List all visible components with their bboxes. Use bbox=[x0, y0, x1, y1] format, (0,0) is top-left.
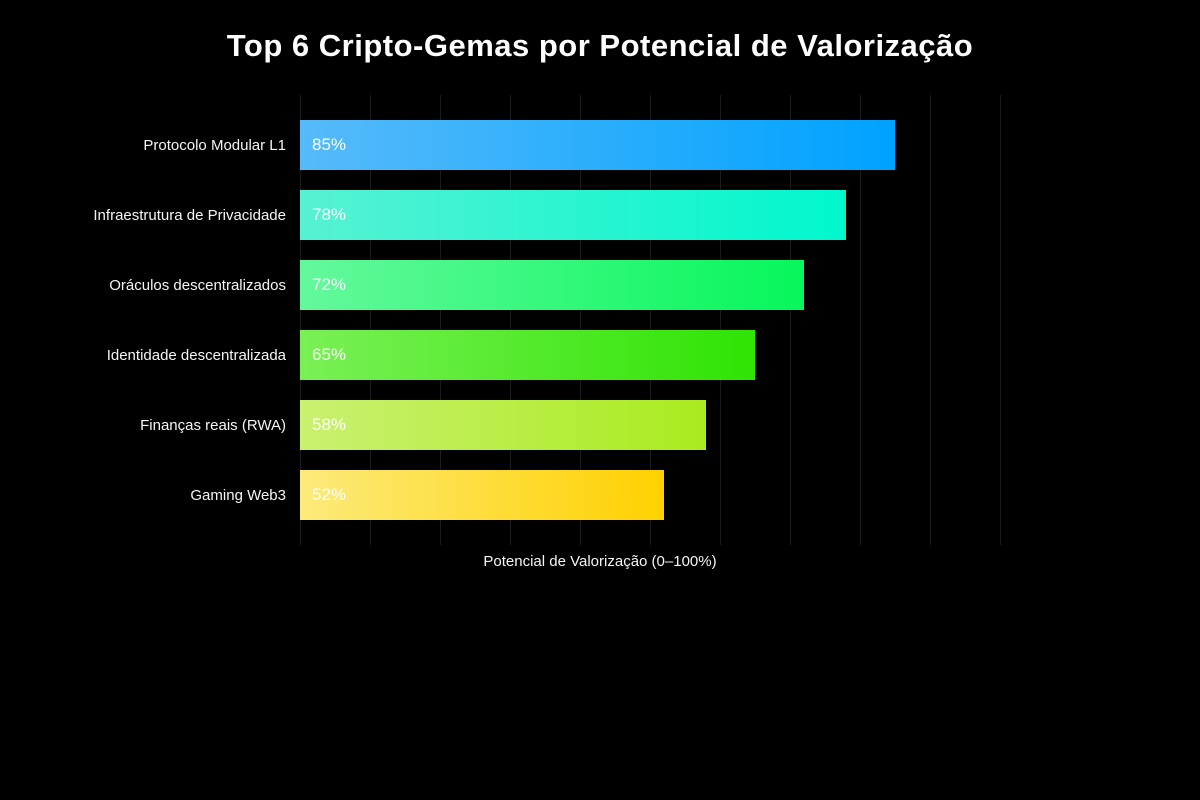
gridline bbox=[930, 95, 931, 545]
gridline bbox=[720, 95, 721, 545]
bar-label: Infraestrutura de Privacidade bbox=[93, 206, 286, 224]
bar-row: Gaming Web3 52% bbox=[0, 460, 1200, 530]
bar-value-label: 85% bbox=[312, 135, 347, 154]
bar-label: Oráculos descentralizados bbox=[109, 276, 286, 294]
bar-value-label: 72% bbox=[312, 275, 347, 294]
chart-title: Top 6 Cripto-Gemas por Potencial de Valo… bbox=[226, 28, 974, 63]
bar: 65% bbox=[300, 330, 755, 380]
gridline bbox=[510, 95, 511, 545]
gridline bbox=[650, 95, 651, 545]
gridline bbox=[440, 95, 441, 545]
gridline bbox=[860, 95, 861, 545]
bar-chart: Protocolo Modular L1 85% Infraestrutura de… bbox=[0, 110, 1200, 530]
bar-value-label: 52% bbox=[312, 485, 347, 504]
bar-row: Oráculos descentralizados 72% bbox=[0, 250, 1200, 320]
bar-label: Protocolo Modular L1 bbox=[143, 136, 286, 154]
bar: 85% bbox=[300, 120, 895, 170]
gridline bbox=[580, 95, 581, 545]
bar: 52% bbox=[300, 470, 664, 520]
x-axis-label: Potencial de Valorização (0–100%) bbox=[483, 553, 717, 570]
gridline bbox=[300, 95, 301, 545]
bar-label: Finanças reais (RWA) bbox=[140, 416, 286, 434]
gridline bbox=[1000, 95, 1001, 545]
bar-row: Infraestrutura de Privacidade 78% bbox=[0, 180, 1200, 250]
bar-row: Finanças reais (RWA) 58% bbox=[0, 390, 1200, 460]
bar: 58% bbox=[300, 400, 706, 450]
bar: 72% bbox=[300, 260, 804, 310]
gridline bbox=[370, 95, 371, 545]
bar-value-label: 58% bbox=[312, 415, 347, 434]
plot-area bbox=[300, 95, 1001, 545]
bar-value-label: 65% bbox=[312, 345, 347, 364]
bar-row: Protocolo Modular L1 85% bbox=[0, 110, 1200, 180]
bar-row: Identidade descentralizada 65% bbox=[0, 320, 1200, 390]
gridline bbox=[790, 95, 791, 545]
bar: 78% bbox=[300, 190, 846, 240]
bar-value-label: 78% bbox=[312, 205, 347, 224]
bar-label: Gaming Web3 bbox=[190, 486, 286, 504]
bar-label: Identidade descentralizada bbox=[106, 346, 286, 364]
